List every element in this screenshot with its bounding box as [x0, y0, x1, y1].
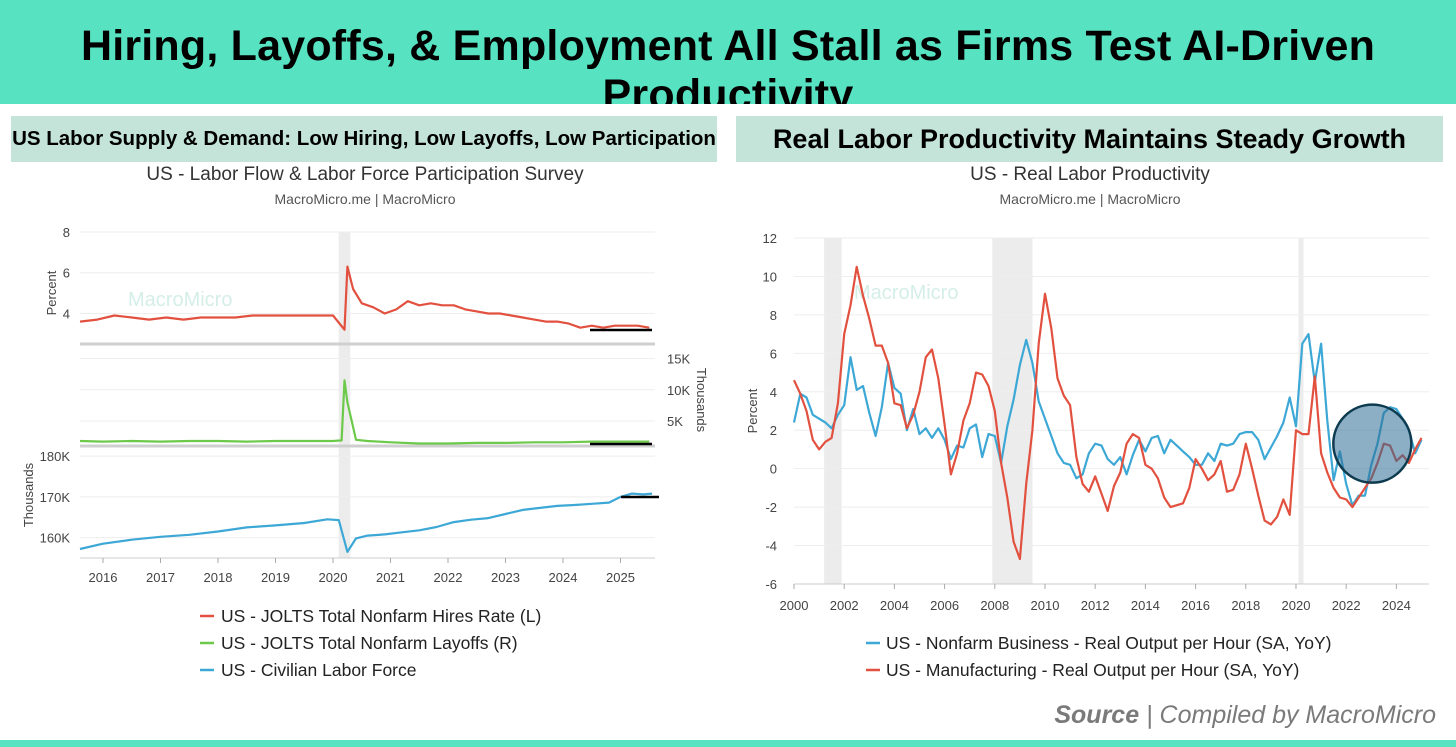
- y-tick-label: 12: [763, 231, 777, 246]
- recession-band: [1298, 238, 1304, 584]
- x-tick-label: 2008: [980, 598, 1009, 613]
- labor-flow-chart: US - Labor Flow & Labor Force Participat…: [21, 164, 709, 680]
- y-tick-label: 15K: [667, 352, 690, 367]
- y-tick-label: -4: [765, 539, 777, 554]
- y-tick-label: 0: [770, 462, 777, 477]
- source-label: Source: [1054, 701, 1140, 729]
- chart-title: US - Real Labor Productivity: [970, 164, 1210, 185]
- x-tick-label: 2021: [376, 570, 405, 585]
- chart-subtitle: MacroMicro.me | MacroMicro: [275, 191, 456, 207]
- legend-label: US - Civilian Labor Force: [221, 660, 416, 680]
- chart-subtitle: MacroMicro.me | MacroMicro: [1000, 191, 1181, 207]
- x-tick-label: 2018: [204, 570, 233, 585]
- x-tick-label: 2002: [830, 598, 859, 613]
- y-tick-label: 8: [770, 308, 777, 323]
- legend-label: US - Nonfarm Business - Real Output per …: [886, 633, 1331, 653]
- x-tick-label: 2012: [1081, 598, 1110, 613]
- x-tick-label: 2006: [930, 598, 959, 613]
- legend-label: US - JOLTS Total Nonfarm Layoffs (R): [221, 633, 518, 653]
- source-note: Source | Compiled by MacroMicro: [1054, 701, 1436, 730]
- y-tick-label: 10: [763, 269, 777, 284]
- source-text: Compiled by MacroMicro: [1159, 701, 1436, 729]
- series-line: [792, 333, 1423, 507]
- y-tick-label: 6: [770, 346, 777, 361]
- y-axis-label-left-bottom: Thousands: [21, 462, 36, 527]
- y-tick-label: 180K: [40, 449, 71, 464]
- x-tick-label: 2004: [880, 598, 909, 613]
- x-tick-label: 2024: [549, 570, 578, 585]
- right-panel-heading: Real Labor Productivity Maintains Steady…: [736, 116, 1443, 162]
- y-tick-label: 2: [770, 423, 777, 438]
- y-axis-label: Percent: [745, 388, 760, 433]
- x-tick-label: 2016: [1181, 598, 1210, 613]
- y-tick-label: 4: [63, 306, 70, 321]
- chart-title: US - Labor Flow & Labor Force Participat…: [146, 164, 584, 185]
- legend-label: US - JOLTS Total Nonfarm Hires Rate (L): [221, 606, 541, 626]
- y-tick-label: 4: [770, 385, 777, 400]
- y-tick-label: -2: [765, 500, 777, 515]
- left-panel-heading: US Labor Supply & Demand: Low Hiring, Lo…: [11, 116, 717, 162]
- x-tick-label: 2023: [491, 570, 520, 585]
- y-tick-label: -6: [765, 577, 777, 592]
- x-tick-label: 2022: [1332, 598, 1361, 613]
- y-tick-label: 6: [63, 266, 70, 281]
- y-tick-label: 5K: [667, 414, 683, 429]
- source-separator: |: [1146, 701, 1153, 729]
- y-tick-label: 170K: [40, 490, 71, 505]
- x-tick-label: 2000: [780, 598, 809, 613]
- series-line: [79, 265, 650, 331]
- page-title: Hiring, Layoffs, & Employment All Stall …: [80, 22, 1376, 119]
- series-line: [793, 265, 1423, 561]
- x-tick-label: 2017: [146, 570, 175, 585]
- x-tick-label: 2018: [1231, 598, 1260, 613]
- y-tick-label: 8: [63, 225, 70, 240]
- y-tick-label: 160K: [40, 531, 71, 546]
- x-tick-label: 2024: [1382, 598, 1411, 613]
- recession-band: [824, 238, 842, 584]
- x-tick-label: 2025: [606, 570, 635, 585]
- x-tick-label: 2016: [89, 570, 118, 585]
- series-line: [79, 492, 653, 553]
- x-tick-label: 2014: [1131, 598, 1160, 613]
- highlight-circle: [1332, 403, 1413, 484]
- y-axis-label-left-top: Percent: [44, 270, 59, 315]
- y-axis-label-right: Thousands: [694, 368, 709, 433]
- left-panel: US Labor Supply & Demand: Low Hiring, Lo…: [0, 104, 726, 740]
- x-tick-label: 2010: [1031, 598, 1060, 613]
- productivity-chart: US - Real Labor Productivity MacroMicro.m…: [745, 164, 1429, 680]
- x-tick-label: 2020: [1282, 598, 1311, 613]
- x-tick-label: 2022: [434, 570, 463, 585]
- x-tick-label: 2020: [319, 570, 348, 585]
- watermark: MacroMicro: [854, 282, 958, 304]
- series-line: [79, 379, 650, 445]
- right-panel: Real Labor Productivity Maintains Steady…: [726, 104, 1456, 740]
- y-tick-label: 10K: [667, 383, 690, 398]
- watermark: MacroMicro: [128, 289, 232, 311]
- legend-label: US - Manufacturing - Real Output per Hou…: [886, 660, 1299, 680]
- x-tick-label: 2019: [261, 570, 290, 585]
